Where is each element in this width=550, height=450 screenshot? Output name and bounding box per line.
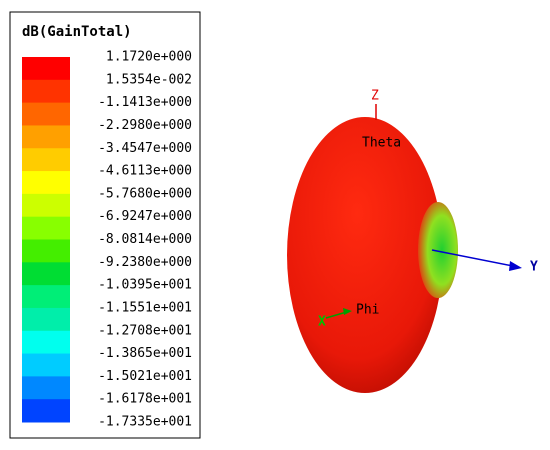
color-band bbox=[22, 79, 70, 104]
color-band bbox=[22, 262, 70, 286]
phi-label: Phi bbox=[356, 303, 379, 318]
color-band bbox=[22, 102, 70, 126]
legend-label: -1.0395e+001 bbox=[98, 278, 192, 293]
legend-label: -6.9247e+000 bbox=[98, 209, 192, 224]
legend-label: -1.6178e+001 bbox=[98, 392, 192, 407]
phi-arrow bbox=[343, 308, 352, 315]
color-band bbox=[22, 239, 70, 263]
legend-label: -9.2380e+000 bbox=[98, 255, 192, 270]
pattern-body bbox=[287, 117, 443, 393]
legend-label: 1.5354e-002 bbox=[106, 72, 192, 87]
pattern-hole bbox=[418, 202, 458, 298]
legend-label: -1.1413e+000 bbox=[98, 95, 192, 110]
legend-label: -5.7680e+000 bbox=[98, 186, 192, 201]
legend-label: -1.2708e+001 bbox=[98, 323, 192, 338]
x-label: X bbox=[318, 315, 326, 330]
z-label: Z bbox=[371, 89, 379, 104]
legend-labels: 1.1720e+000 1.5354e-002 -1.1413e+000 -2.298… bbox=[98, 50, 192, 430]
color-band bbox=[22, 193, 70, 218]
color-band bbox=[22, 307, 70, 332]
color-band bbox=[22, 399, 70, 423]
legend-label: -1.5021e+001 bbox=[98, 369, 192, 384]
legend-label: -4.6113e+000 bbox=[98, 164, 192, 179]
legend-label: 1.1720e+000 bbox=[106, 50, 192, 65]
legend-label: -1.1551e+001 bbox=[98, 300, 192, 315]
y-axis bbox=[431, 249, 519, 268]
legend-label: -2.2980e+000 bbox=[98, 118, 192, 133]
color-band bbox=[22, 148, 70, 172]
y-arrow bbox=[509, 261, 522, 271]
color-band bbox=[22, 216, 70, 240]
color-band bbox=[22, 376, 70, 400]
theta-label: Theta bbox=[362, 136, 401, 151]
color-band bbox=[22, 353, 70, 377]
legend-title: dB(GainTotal) bbox=[22, 24, 132, 40]
color-band bbox=[22, 171, 70, 195]
color-scale bbox=[22, 57, 70, 423]
legend-label: -8.0814e+000 bbox=[98, 232, 192, 247]
y-label: Y bbox=[530, 260, 538, 275]
legend-label: -1.3865e+001 bbox=[98, 346, 192, 361]
legend-label: -1.7335e+001 bbox=[98, 415, 192, 430]
legend-label: -3.4547e+000 bbox=[98, 141, 192, 156]
color-band bbox=[22, 330, 70, 355]
color-band bbox=[22, 285, 70, 309]
color-band bbox=[22, 57, 70, 81]
color-band bbox=[22, 125, 70, 149]
